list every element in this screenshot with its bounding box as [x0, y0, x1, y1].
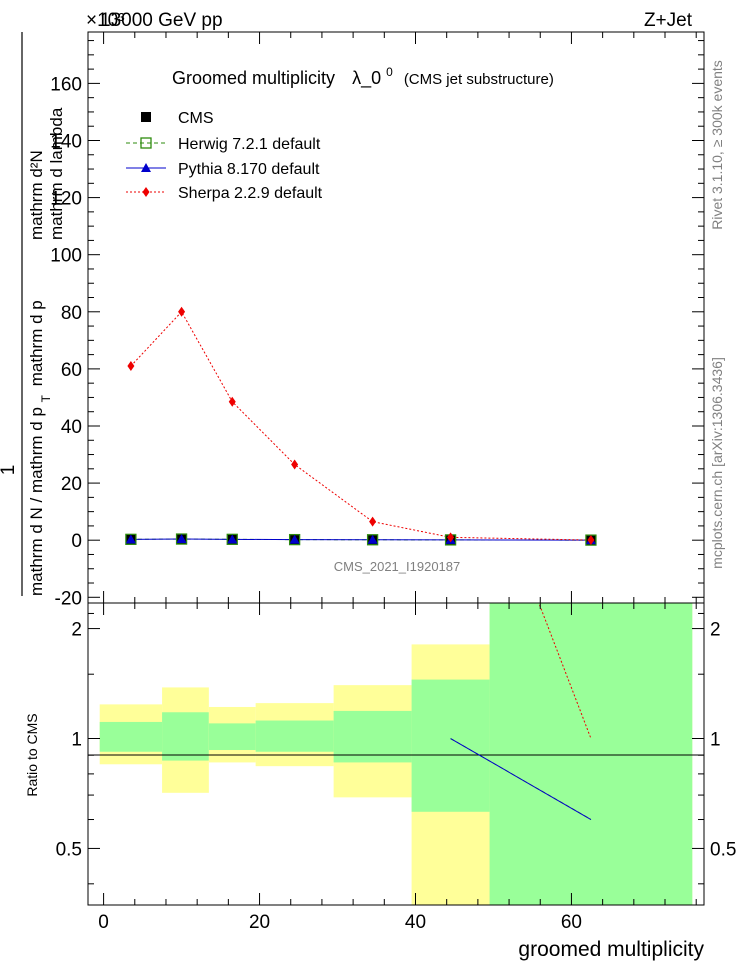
data-point-2: [176, 534, 187, 544]
uncertainty-band-inner: [333, 710, 412, 763]
xlabel: groomed multiplicity: [518, 938, 704, 961]
ratio-ylabel: Ratio to CMS: [24, 713, 40, 796]
data-point-2: [125, 534, 136, 544]
legend-marker: [142, 187, 150, 197]
data-point-3: [178, 306, 186, 317]
exponent-label: ×10³: [86, 10, 125, 31]
uncertainty-band-inner: [99, 721, 163, 752]
xtick-label: 40: [405, 912, 426, 933]
top-ytick-label: 160: [50, 74, 82, 95]
data-point-3: [369, 516, 377, 527]
top-ytick-label: 60: [61, 360, 82, 381]
uncertainty-band-inner: [208, 723, 256, 751]
legend-entry: Sherpa 2.2.9 default: [178, 185, 323, 202]
data-point-3: [587, 535, 595, 546]
ylabel-numerator: mathrm d²N: [27, 150, 46, 240]
ylabel-one: 1: [0, 465, 19, 476]
data-point-3: [291, 459, 299, 470]
chart-title: Groomed multiplicity λ_0 0 (CMS jet subs…: [172, 60, 554, 89]
legend-marker: [141, 163, 151, 172]
ratio-ytick-label: 0.5: [56, 839, 82, 860]
top-ytick-label: 20: [61, 474, 82, 495]
top-ytick-label: 40: [61, 417, 82, 438]
uncertainty-band-inner: [411, 679, 490, 812]
data-point-3: [127, 361, 135, 372]
uncertainty-band-inner: [162, 712, 209, 761]
rivet-label: Rivet 3.1.10, ≥ 300k events: [709, 60, 725, 230]
ylabel-numerator-tail: mathrm d lambda: [47, 107, 66, 240]
legend-entry: Pythia 8.170 default: [178, 161, 320, 178]
top-ytick-label: 100: [50, 246, 82, 267]
top-ytick-label: 140: [50, 131, 82, 152]
ylabel-denominator: mathrm d N / mathrm d p T mathrm d p: [27, 300, 54, 596]
energy-label: 13000 GeV pp: [100, 10, 223, 31]
top-ytick-label: 0: [71, 531, 82, 552]
top-ytick-label: 120: [50, 189, 82, 210]
xtick-label: 0: [98, 912, 109, 933]
xtick-label: 20: [249, 912, 270, 933]
ratio-ytick-label: 2: [71, 620, 82, 641]
data-point-3: [228, 396, 236, 407]
legend-marker: [140, 137, 152, 149]
legend: CMS Herwig 7.2.1 default Pythia 8.170 defa…: [126, 110, 323, 202]
ratio-line-2: [450, 738, 592, 820]
uncertainty-band-inner: [255, 720, 334, 752]
legend-entry: CMS: [178, 110, 214, 127]
data-point-3: [447, 532, 455, 543]
data-point-2: [289, 534, 300, 544]
ratio-ytick-label-right: 0.5: [710, 839, 736, 860]
data-point-2: [227, 534, 238, 544]
top-ytick-label: -20: [55, 588, 82, 609]
analysis-label: CMS_2021_I1920187: [334, 559, 461, 574]
ratio-ytick-label: 1: [71, 730, 82, 751]
mcplots-label: mcplots.cern.ch [arXiv:1306.3436]: [709, 357, 725, 569]
uncertainty-band-inner: [489, 603, 693, 905]
top-ytick-label: 80: [61, 303, 82, 324]
ratio-ytick-label-right: 1: [710, 730, 721, 751]
legend-marker: [141, 112, 151, 122]
top-ylabel: 1 mathrm d N / mathrm d p T mathrm d p m…: [0, 32, 66, 596]
series-line-3: [130, 310, 591, 541]
bottom-panel-frame: [87, 602, 705, 906]
legend-entry: Herwig 7.2.1 default: [178, 136, 321, 153]
ratio-ytick-label-right: 2: [710, 620, 721, 641]
data-point-2: [367, 534, 378, 544]
process-label: Z+Jet: [644, 10, 693, 31]
xtick-label: 60: [561, 912, 582, 933]
